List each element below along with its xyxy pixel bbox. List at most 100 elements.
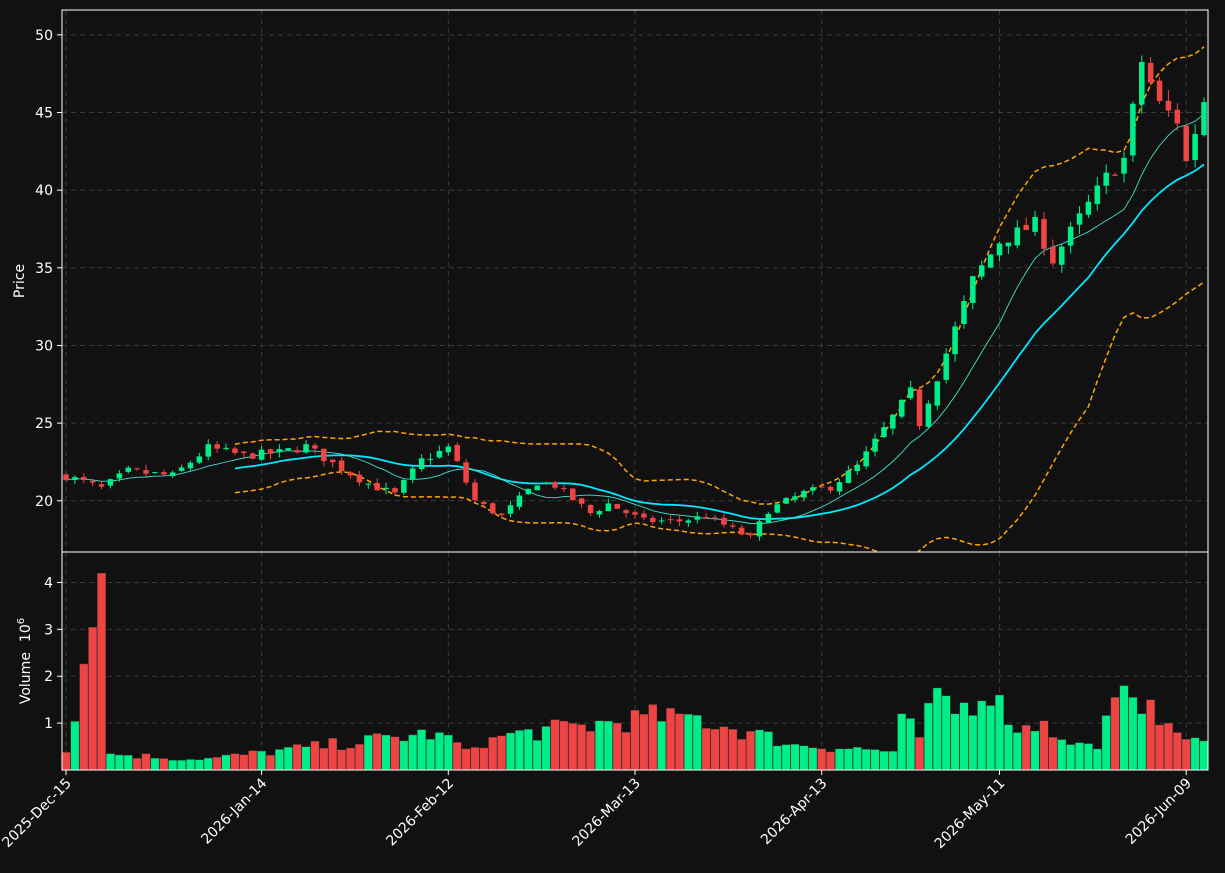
volume-bar: [426, 739, 435, 771]
candlestick: [392, 486, 398, 497]
volume-bar: [1057, 739, 1067, 771]
volume-bar: [310, 740, 320, 771]
candle-body: [1050, 246, 1056, 264]
volume-bar: [683, 713, 693, 771]
candle-body: [792, 496, 798, 500]
volume-axis-title-unit: 10: [18, 624, 34, 642]
candle-body: [925, 403, 932, 427]
candlestick: [507, 500, 514, 518]
candlestick: [1067, 222, 1074, 254]
candle-body: [1130, 103, 1136, 156]
candle-body: [81, 476, 87, 480]
candlestick: [676, 514, 683, 526]
candlestick: [63, 472, 69, 482]
volume-bar: [212, 756, 222, 771]
candle-body: [1201, 102, 1207, 136]
candlestick: [1023, 217, 1029, 231]
candlestick: [1201, 97, 1207, 137]
volume-bar: [586, 731, 595, 771]
candlestick: [747, 531, 754, 539]
candlestick: [543, 481, 549, 485]
candlestick: [587, 504, 594, 517]
volume-bar: [319, 747, 329, 771]
candlestick: [1130, 101, 1136, 162]
volume-bar: [479, 747, 489, 771]
candlestick: [232, 446, 238, 456]
volume-bar: [114, 754, 124, 771]
candle-body: [978, 265, 985, 277]
candle-body: [1067, 226, 1074, 246]
volume-bar: [719, 726, 729, 771]
candle-body: [1023, 224, 1029, 231]
candlestick: [801, 489, 807, 502]
volume-bar: [141, 753, 151, 771]
volume-bar: [612, 722, 622, 771]
candlestick: [312, 443, 318, 454]
candle-body: [1014, 227, 1021, 246]
candlestick: [107, 478, 114, 489]
bollinger-upper-line: [234, 46, 1205, 505]
candlestick: [409, 466, 416, 484]
candle-body: [401, 479, 407, 493]
price-panel: 20 25 30 35 40 45 50 Price: [12, 9, 1209, 553]
candlestick: [1147, 57, 1154, 86]
volume-bar: [959, 702, 969, 771]
candle-body: [161, 472, 167, 475]
candlestick: [836, 478, 843, 495]
candle-body: [845, 470, 852, 484]
candle-body: [996, 243, 1003, 256]
candle-body: [934, 381, 941, 406]
candle-body: [827, 486, 834, 491]
candlestick: [952, 321, 958, 362]
candlestick: [1014, 220, 1021, 249]
volume-bar: [1110, 697, 1120, 771]
candle-body: [338, 460, 345, 472]
candlestick: [756, 519, 763, 541]
candlestick: [925, 400, 932, 429]
volume-bar: [915, 736, 924, 771]
volume-bar: [390, 736, 400, 771]
candlestick: [241, 450, 247, 458]
candlestick: [516, 491, 523, 510]
candle-body: [329, 459, 336, 463]
candlestick: [1174, 103, 1181, 131]
candlestick: [1112, 172, 1118, 177]
volume-bar: [835, 748, 844, 771]
candlestick: [81, 473, 87, 484]
candlestick: [658, 517, 665, 525]
volume-bar: [532, 740, 542, 771]
volume-bar: [1048, 737, 1058, 771]
candlestick: [418, 454, 425, 472]
candlestick: [570, 488, 576, 502]
candlestick: [1192, 124, 1198, 168]
volume-bar: [1199, 740, 1209, 771]
candle-body: [258, 449, 265, 460]
volume-bar: [221, 754, 231, 771]
volume-bar: [106, 753, 115, 771]
volume-bar: [746, 731, 756, 771]
volume-bar: [1172, 732, 1182, 771]
candlestick: [498, 513, 505, 519]
volume-bar: [897, 713, 907, 771]
candle-body: [952, 326, 958, 355]
volume-bar: [710, 728, 720, 771]
volume-bar: [843, 748, 853, 771]
candlestick: [561, 484, 567, 493]
volume-bar: [595, 720, 604, 771]
candlestick: [285, 448, 292, 452]
candle-body: [1147, 62, 1154, 83]
candlestick: [338, 457, 345, 475]
candlestick: [845, 465, 852, 484]
volume-bar: [568, 723, 578, 771]
moving-average-10-line: [65, 113, 1205, 525]
candlestick: [427, 453, 434, 465]
volume-bar: [301, 746, 311, 771]
candle-body: [1156, 80, 1163, 102]
volume-bar: [461, 748, 471, 771]
volume-bar: [790, 744, 800, 771]
candle-body: [801, 490, 807, 498]
candle-body: [249, 453, 256, 459]
volume-bar: [97, 572, 106, 771]
volume-bar: [443, 734, 453, 771]
candle-body: [916, 389, 923, 427]
